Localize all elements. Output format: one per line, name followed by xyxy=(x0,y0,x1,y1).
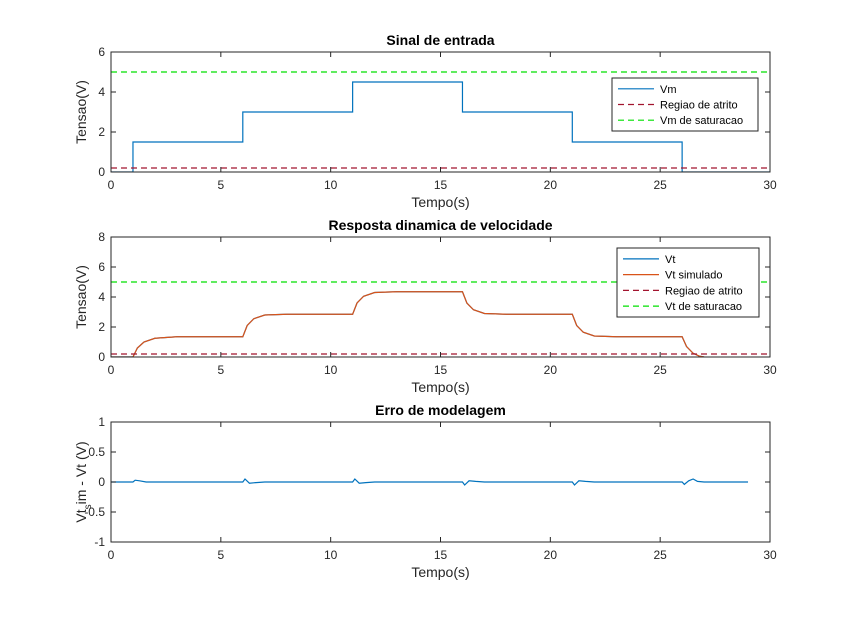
y-tick-label: -1 xyxy=(94,535,105,549)
series-line-1 xyxy=(111,81,770,172)
y-axis-label-sub: s xyxy=(83,504,94,509)
chart-title: Erro de modelagem xyxy=(375,402,506,418)
series-group xyxy=(111,281,770,357)
series-group xyxy=(111,478,749,486)
subplot-sinal-de-entrada: Sinal de entrada Tempo(s) Tensao(V) 0 5 10… xyxy=(73,32,777,210)
y-tick-label: 8 xyxy=(98,230,105,244)
x-tick-label: 25 xyxy=(653,178,667,192)
x-tick-label: 25 xyxy=(653,548,667,562)
y-tick-label: 0 xyxy=(98,350,105,364)
x-tick-label: 15 xyxy=(434,178,448,192)
x-axis-label: Tempo(s) xyxy=(411,564,469,580)
y-tick-label: -0.5 xyxy=(84,505,105,519)
subplot-erro-de-modelagem: Erro de modelagem Tempo(s) Vtsim - Vt (V… xyxy=(73,402,777,580)
y-axis-label: Tensao(V) xyxy=(73,265,89,329)
y-axis-label-rest: im - Vt (V) xyxy=(73,441,89,504)
x-tick-label: 15 xyxy=(434,548,448,562)
y-tick-label: 2 xyxy=(98,320,105,334)
legend-entry-1: Vt xyxy=(665,254,675,266)
legend-entry-4: Vt de saturacao xyxy=(665,301,742,313)
x-tick-label: 5 xyxy=(217,363,224,377)
y-tick-label: 1 xyxy=(98,415,105,429)
y-axis-label: Tensao(V) xyxy=(73,80,89,144)
subplot-resposta-dinamica: Resposta dinamica de velocidade Tempo(s)… xyxy=(73,217,777,395)
x-tick-label: 25 xyxy=(653,363,667,377)
y-tick-label: 4 xyxy=(98,85,105,99)
legend-entry-2: Regiao de atrito xyxy=(660,100,738,112)
series-line-2 xyxy=(111,291,705,357)
legend: Vm Regiao de atrito Vm de saturacao xyxy=(611,77,759,132)
y-axis-label-main: Vt xyxy=(73,509,89,522)
chart-title: Resposta dinamica de velocidade xyxy=(328,217,552,233)
x-tick-label: 0 xyxy=(108,178,115,192)
x-tick-label: 30 xyxy=(763,548,777,562)
x-axis-label: Tempo(s) xyxy=(411,194,469,210)
x-tick-label: 0 xyxy=(108,363,115,377)
x-axis-label: Tempo(s) xyxy=(411,379,469,395)
x-tick-label: 10 xyxy=(324,548,338,562)
y-tick-label: 6 xyxy=(98,260,105,274)
y-tick-label: 0 xyxy=(98,165,105,179)
y-tick-label: 2 xyxy=(98,125,105,139)
x-tick-label: 30 xyxy=(763,178,777,192)
chart-title: Sinal de entrada xyxy=(386,32,494,48)
series-line-1 xyxy=(111,478,749,486)
y-tick-label: 4 xyxy=(98,290,105,304)
x-tick-label: 15 xyxy=(434,363,448,377)
legend-box xyxy=(616,247,760,318)
x-tick-label: 10 xyxy=(324,363,338,377)
y-axis-label: Vtsim - Vt (V) xyxy=(73,441,94,522)
y-tick-label: 0.5 xyxy=(88,445,105,459)
legend-entry-3: Regiao de atrito xyxy=(665,285,743,297)
series-group xyxy=(111,71,770,172)
x-tick-label: 5 xyxy=(217,548,224,562)
legend-entry-2: Vt simulado xyxy=(665,270,722,282)
legend-entry-3: Vm de saturacao xyxy=(660,115,743,127)
x-tick-label: 20 xyxy=(544,363,558,377)
y-tick-label: 0 xyxy=(98,475,105,489)
x-tick-label: 20 xyxy=(544,548,558,562)
y-tick-label: 6 xyxy=(98,45,105,59)
x-tick-label: 0 xyxy=(108,548,115,562)
x-tick-label: 20 xyxy=(544,178,558,192)
legend-box xyxy=(611,77,759,132)
legend-entry-1: Vm xyxy=(660,84,677,96)
x-tick-label: 5 xyxy=(217,178,224,192)
x-tick-label: 30 xyxy=(763,363,777,377)
x-tick-label: 10 xyxy=(324,178,338,192)
legend: Vt Vt simulado Regiao de atrito Vt de satur… xyxy=(616,247,760,318)
